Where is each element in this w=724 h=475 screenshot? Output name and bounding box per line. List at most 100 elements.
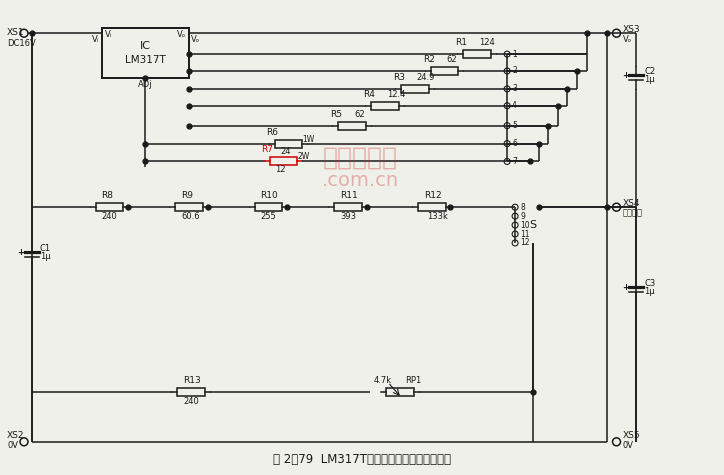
Text: 12.4: 12.4 bbox=[387, 90, 405, 99]
Text: IC: IC bbox=[140, 41, 151, 51]
Circle shape bbox=[504, 86, 510, 92]
Bar bbox=[401, 85, 429, 93]
Text: 0V: 0V bbox=[623, 441, 634, 450]
Text: 62: 62 bbox=[354, 110, 365, 119]
Circle shape bbox=[504, 159, 510, 164]
Text: 10: 10 bbox=[520, 220, 530, 229]
Text: 1μ: 1μ bbox=[40, 252, 51, 261]
Text: 12: 12 bbox=[276, 165, 286, 174]
Text: 240: 240 bbox=[101, 212, 117, 221]
Text: +: + bbox=[622, 283, 629, 292]
Circle shape bbox=[20, 438, 28, 446]
Text: R1: R1 bbox=[455, 38, 468, 47]
Circle shape bbox=[512, 204, 518, 210]
Text: +: + bbox=[17, 248, 25, 257]
Text: 5: 5 bbox=[512, 121, 517, 130]
Text: 图 2－79  LM317T组成恒流源和恒压源电路图: 图 2－79 LM317T组成恒流源和恒压源电路图 bbox=[273, 453, 451, 465]
Bar bbox=[431, 67, 458, 75]
Text: DC16V: DC16V bbox=[7, 38, 35, 48]
Text: 4.7k: 4.7k bbox=[374, 376, 392, 385]
Text: 12: 12 bbox=[520, 238, 529, 247]
Text: R3: R3 bbox=[393, 73, 405, 82]
Text: R7: R7 bbox=[261, 145, 274, 154]
Text: R8: R8 bbox=[101, 191, 114, 200]
Bar bbox=[96, 203, 123, 211]
Bar bbox=[175, 203, 203, 211]
Circle shape bbox=[20, 29, 28, 37]
Text: R13: R13 bbox=[183, 376, 201, 385]
Text: C3: C3 bbox=[644, 279, 656, 288]
Bar bbox=[338, 122, 366, 130]
Text: Vᵢ: Vᵢ bbox=[92, 35, 99, 44]
Circle shape bbox=[613, 438, 620, 446]
Circle shape bbox=[504, 51, 510, 57]
Text: R9: R9 bbox=[181, 191, 193, 200]
Text: 1μ: 1μ bbox=[644, 287, 655, 295]
Circle shape bbox=[504, 141, 510, 146]
Text: 255: 255 bbox=[261, 212, 277, 221]
Text: LM317T: LM317T bbox=[125, 55, 166, 65]
Text: 恒流输出: 恒流输出 bbox=[623, 209, 642, 218]
Circle shape bbox=[512, 240, 518, 246]
Text: R12: R12 bbox=[424, 191, 441, 200]
Text: +: + bbox=[622, 71, 629, 80]
Bar bbox=[274, 140, 303, 148]
Circle shape bbox=[613, 29, 620, 37]
Bar bbox=[255, 203, 282, 211]
Text: 11: 11 bbox=[520, 229, 529, 238]
Text: 1μ: 1μ bbox=[644, 75, 655, 84]
Text: C2: C2 bbox=[644, 67, 655, 76]
Text: 133k: 133k bbox=[426, 212, 447, 221]
Text: 8: 8 bbox=[520, 203, 525, 212]
Circle shape bbox=[504, 123, 510, 129]
Bar bbox=[101, 28, 189, 78]
Text: R5: R5 bbox=[330, 110, 342, 119]
Text: 393: 393 bbox=[340, 212, 356, 221]
Bar bbox=[463, 50, 492, 58]
Text: XS3: XS3 bbox=[623, 25, 640, 34]
Text: 1W: 1W bbox=[303, 134, 315, 143]
Text: C1: C1 bbox=[40, 244, 51, 253]
Text: XS1: XS1 bbox=[7, 28, 25, 37]
Text: 60.6: 60.6 bbox=[181, 212, 200, 221]
Text: R2: R2 bbox=[423, 55, 434, 64]
Bar bbox=[371, 102, 399, 110]
Circle shape bbox=[512, 213, 518, 219]
Text: 电子发烧友: 电子发烧友 bbox=[322, 145, 397, 170]
Text: RP1: RP1 bbox=[405, 376, 421, 385]
Text: R10: R10 bbox=[261, 191, 278, 200]
Text: Vₒ: Vₒ bbox=[191, 35, 200, 44]
Bar bbox=[269, 158, 298, 165]
Text: Vᵢ: Vᵢ bbox=[104, 30, 111, 39]
Text: 7: 7 bbox=[512, 157, 517, 166]
Bar bbox=[386, 388, 413, 396]
Text: R11: R11 bbox=[340, 191, 358, 200]
Text: XS4: XS4 bbox=[623, 199, 640, 208]
Text: 6: 6 bbox=[512, 139, 517, 148]
Circle shape bbox=[512, 231, 518, 237]
Bar bbox=[177, 388, 205, 396]
Circle shape bbox=[512, 222, 518, 228]
Text: 62: 62 bbox=[447, 55, 457, 64]
Text: 24.9: 24.9 bbox=[417, 73, 435, 82]
Bar bbox=[334, 203, 362, 211]
Text: ADj: ADj bbox=[138, 80, 153, 89]
Text: 4: 4 bbox=[512, 101, 517, 110]
Text: 240: 240 bbox=[183, 397, 199, 406]
Text: 24: 24 bbox=[280, 148, 291, 156]
Text: R6: R6 bbox=[266, 128, 279, 137]
Text: R4: R4 bbox=[363, 90, 375, 99]
Text: S: S bbox=[529, 220, 536, 230]
Text: 2W: 2W bbox=[298, 152, 310, 162]
Text: 1: 1 bbox=[512, 49, 517, 58]
Circle shape bbox=[613, 203, 620, 211]
Circle shape bbox=[504, 103, 510, 109]
Circle shape bbox=[504, 68, 510, 74]
Text: 2: 2 bbox=[512, 66, 517, 76]
Bar bbox=[418, 203, 445, 211]
Text: 0V: 0V bbox=[7, 441, 18, 450]
Text: 124: 124 bbox=[479, 38, 495, 47]
Text: XS2: XS2 bbox=[7, 431, 25, 440]
Text: Vₒ: Vₒ bbox=[177, 30, 186, 39]
Text: .com.cn: .com.cn bbox=[321, 171, 399, 190]
